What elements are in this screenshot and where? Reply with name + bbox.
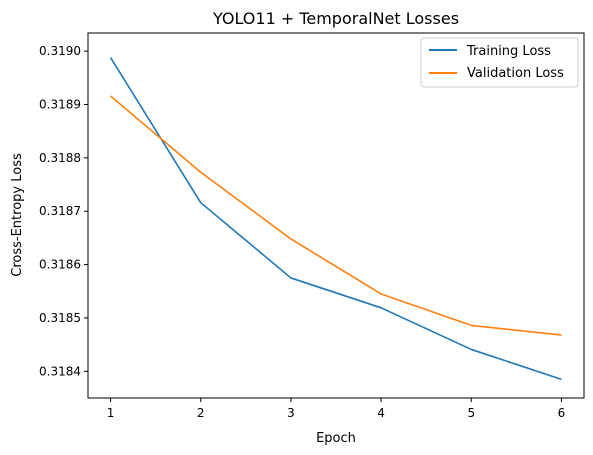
y-axis-label: Cross-Entropy Loss [10, 153, 25, 277]
x-tick-label: 5 [467, 406, 475, 420]
x-tick-label: 1 [107, 406, 115, 420]
x-tick-label: 4 [377, 406, 385, 420]
y-tick-label: 0.3185 [39, 311, 81, 325]
x-tick-label: 2 [197, 406, 205, 420]
plot-frame [87, 32, 585, 399]
y-tick-label: 0.3190 [39, 44, 81, 58]
series-line-training-loss [109, 57, 562, 381]
x-tick-label: 6 [558, 406, 566, 420]
y-tick-label: 0.3188 [39, 151, 81, 165]
y-tick-label: 0.3184 [39, 364, 81, 378]
plot-area: 1 2 3 4 5 6 0.3184 0.3185 0.3186 0.3187 0.3188 0.31… [39, 44, 565, 420]
legend-box [420, 37, 579, 88]
x-axis-label: Epoch [316, 431, 356, 446]
series-line-validation-loss [110, 95, 562, 336]
chart-title: YOLO11 + TemporalNet Losses [212, 9, 459, 28]
x-tick-label: 3 [287, 406, 295, 420]
y-tick-label: 0.3189 [39, 98, 81, 112]
legend-label-validation-loss: Validation Loss [467, 66, 564, 81]
legend: Training Loss Validation Loss [420, 37, 579, 88]
y-tick-label: 0.3186 [39, 258, 81, 272]
legend-label-training-loss: Training Loss [466, 44, 551, 59]
y-tick-label: 0.3187 [39, 204, 81, 218]
